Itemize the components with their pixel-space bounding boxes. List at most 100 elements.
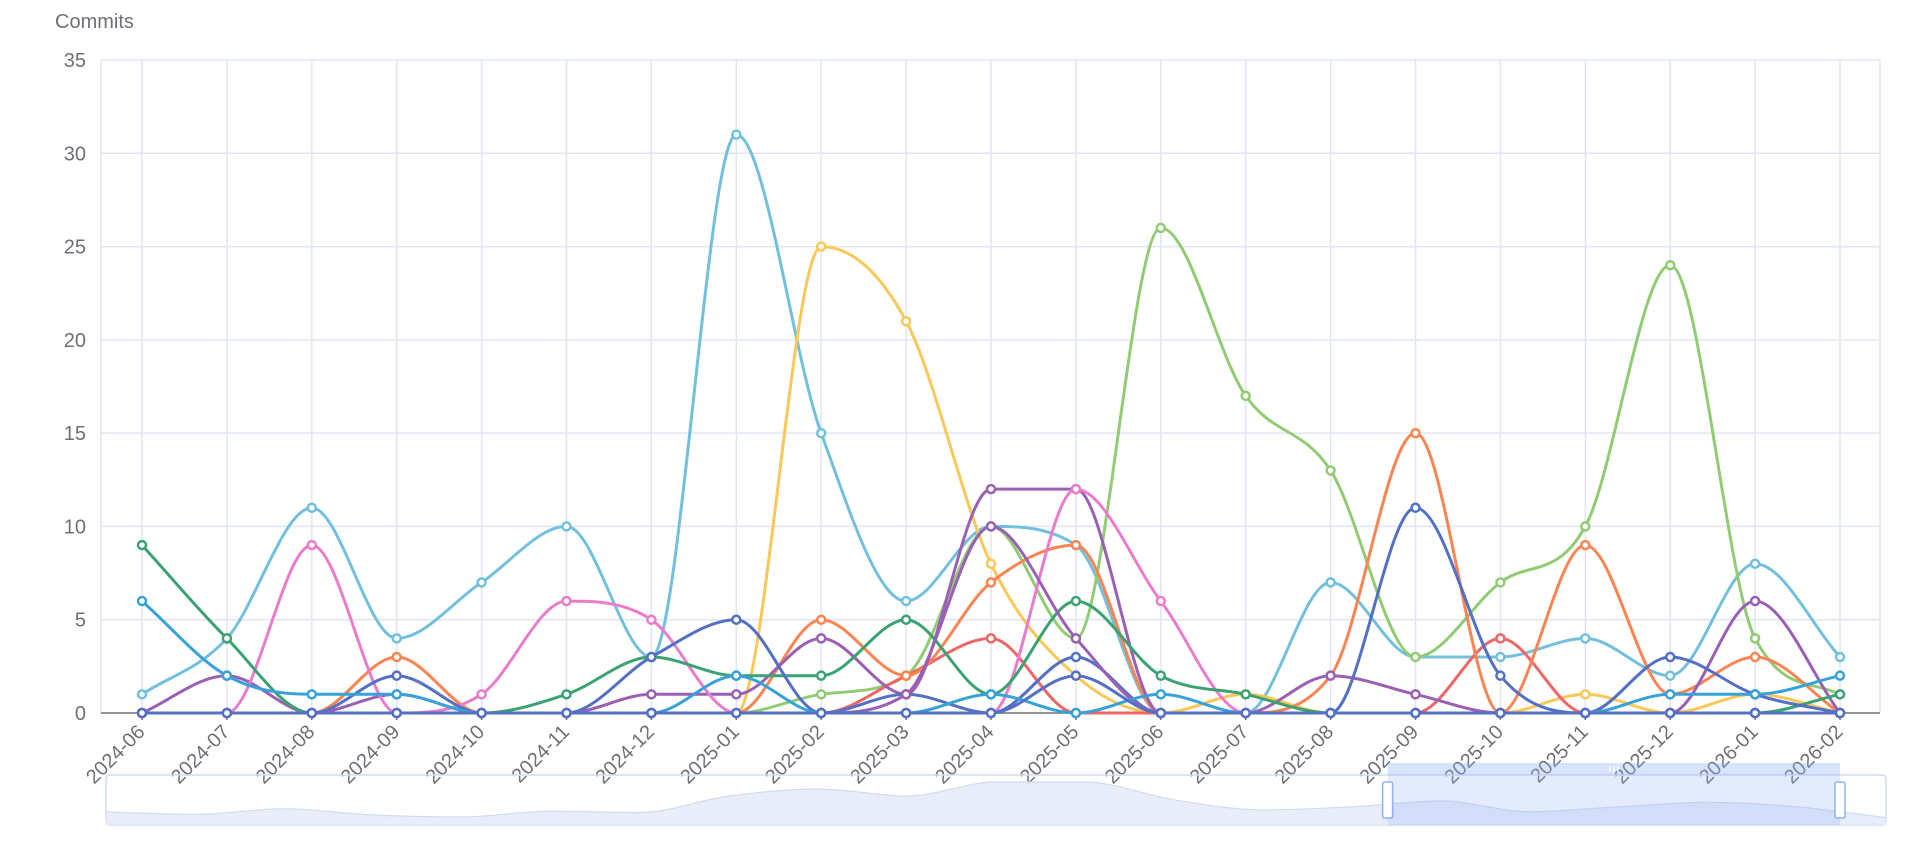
- data-point[interactable]: [1749, 651, 1761, 663]
- data-point[interactable]: [985, 707, 997, 719]
- data-point[interactable]: [1070, 483, 1082, 495]
- data-point[interactable]: [731, 129, 742, 140]
- data-point[interactable]: [815, 614, 827, 625]
- zoom-selection[interactable]: [1387, 775, 1840, 825]
- data-point[interactable]: [136, 707, 148, 719]
- data-point[interactable]: [1495, 577, 1506, 588]
- zoom-handle-right[interactable]: [1834, 781, 1846, 819]
- data-point[interactable]: [731, 670, 742, 681]
- data-point[interactable]: [1325, 707, 1336, 719]
- data-point[interactable]: [815, 707, 827, 719]
- data-point[interactable]: [1495, 707, 1506, 719]
- data-point[interactable]: [985, 633, 997, 644]
- data-point[interactable]: [221, 670, 233, 681]
- data-point[interactable]: [1240, 707, 1251, 719]
- data-point[interactable]: [900, 689, 912, 700]
- data-point[interactable]: [476, 707, 487, 719]
- data-point[interactable]: [561, 521, 572, 532]
- data-point[interactable]: [985, 521, 997, 532]
- data-point[interactable]: [1834, 651, 1846, 663]
- data-point[interactable]: [1495, 633, 1506, 644]
- data-point[interactable]: [1495, 651, 1506, 663]
- data-point[interactable]: [646, 651, 657, 663]
- data-point[interactable]: [731, 614, 742, 625]
- data-point[interactable]: [391, 651, 402, 663]
- data-point[interactable]: [561, 707, 572, 719]
- data-point[interactable]: [1155, 595, 1167, 607]
- data-zoom-slider[interactable]: [105, 763, 1887, 826]
- data-point[interactable]: [1070, 651, 1082, 663]
- data-point[interactable]: [900, 315, 912, 327]
- zoom-handle-left[interactable]: [1381, 781, 1394, 819]
- data-point[interactable]: [1834, 707, 1846, 719]
- data-point[interactable]: [1749, 707, 1761, 719]
- data-point[interactable]: [1580, 521, 1591, 532]
- data-point[interactable]: [1155, 707, 1167, 719]
- data-point[interactable]: [1155, 670, 1167, 681]
- data-point[interactable]: [1664, 651, 1676, 663]
- data-point[interactable]: [646, 614, 657, 625]
- data-point[interactable]: [1495, 670, 1506, 681]
- data-point[interactable]: [1155, 222, 1167, 234]
- data-point[interactable]: [815, 633, 827, 644]
- data-point[interactable]: [1325, 670, 1336, 681]
- data-point[interactable]: [476, 689, 487, 700]
- data-point[interactable]: [1580, 539, 1591, 551]
- data-point[interactable]: [391, 633, 402, 644]
- data-point[interactable]: [1070, 670, 1082, 681]
- data-point[interactable]: [815, 689, 827, 700]
- data-point[interactable]: [561, 595, 572, 607]
- data-point[interactable]: [815, 670, 827, 681]
- data-point[interactable]: [985, 558, 997, 569]
- data-point[interactable]: [815, 427, 827, 439]
- data-point[interactable]: [1410, 427, 1421, 439]
- data-point[interactable]: [136, 539, 148, 551]
- data-point[interactable]: [1325, 577, 1336, 588]
- data-point[interactable]: [391, 689, 402, 700]
- data-point[interactable]: [1070, 539, 1082, 551]
- data-point[interactable]: [561, 689, 572, 700]
- data-point[interactable]: [1749, 595, 1761, 607]
- data-point[interactable]: [1580, 689, 1591, 700]
- data-point[interactable]: [1410, 502, 1421, 514]
- data-point[interactable]: [136, 689, 148, 700]
- data-point[interactable]: [985, 577, 997, 588]
- data-point[interactable]: [1155, 689, 1167, 700]
- data-point[interactable]: [1070, 633, 1082, 644]
- data-point[interactable]: [1749, 633, 1761, 644]
- data-point[interactable]: [1749, 558, 1761, 569]
- data-point[interactable]: [306, 689, 318, 700]
- data-point[interactable]: [306, 707, 318, 719]
- data-point[interactable]: [306, 502, 318, 514]
- data-point[interactable]: [1664, 259, 1676, 271]
- data-point[interactable]: [1410, 651, 1421, 663]
- data-point[interactable]: [731, 707, 742, 719]
- data-point[interactable]: [900, 670, 912, 681]
- data-point[interactable]: [1410, 707, 1421, 719]
- data-point[interactable]: [1749, 689, 1761, 700]
- data-point[interactable]: [900, 614, 912, 625]
- data-point[interactable]: [1834, 670, 1846, 681]
- data-point[interactable]: [900, 707, 912, 719]
- data-point[interactable]: [646, 689, 657, 700]
- data-point[interactable]: [1580, 707, 1591, 719]
- data-point[interactable]: [391, 670, 402, 681]
- data-point[interactable]: [391, 707, 402, 719]
- data-point[interactable]: [1664, 689, 1676, 700]
- data-point[interactable]: [1070, 707, 1082, 719]
- data-point[interactable]: [1240, 390, 1251, 402]
- data-point[interactable]: [815, 241, 827, 252]
- data-point[interactable]: [1664, 707, 1676, 719]
- data-point[interactable]: [1834, 689, 1846, 700]
- data-point[interactable]: [1070, 595, 1082, 607]
- data-point[interactable]: [731, 689, 742, 700]
- data-point[interactable]: [985, 689, 997, 700]
- data-point[interactable]: [221, 707, 233, 719]
- data-point[interactable]: [1664, 670, 1676, 681]
- data-point[interactable]: [985, 483, 997, 495]
- data-point[interactable]: [646, 707, 657, 719]
- data-point[interactable]: [476, 577, 487, 588]
- data-point[interactable]: [1325, 465, 1336, 476]
- data-point[interactable]: [306, 539, 318, 551]
- data-point[interactable]: [221, 633, 233, 644]
